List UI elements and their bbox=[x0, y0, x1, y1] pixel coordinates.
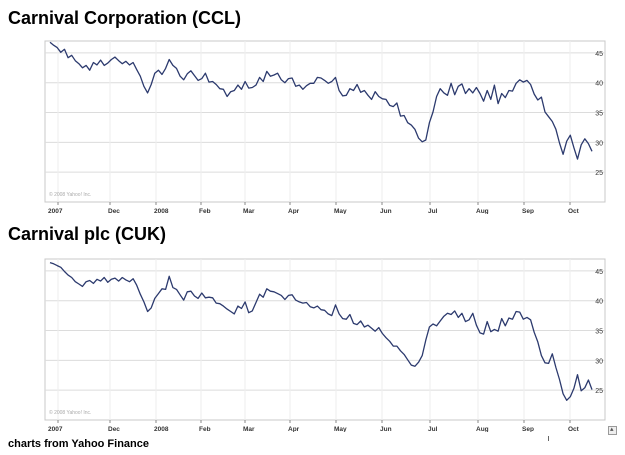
ccl-x-tick-label: 2007 bbox=[48, 208, 63, 214]
ccl-x-tick-label: Dec bbox=[108, 208, 120, 214]
cuk-x-tick-label: Sep bbox=[522, 426, 534, 432]
ccl-x-tick-label: Sep bbox=[522, 208, 534, 214]
ccl-x-tick-label: Jun bbox=[380, 208, 392, 214]
cuk-x-tick-label: Oct bbox=[568, 426, 580, 432]
ccl-y-tick-label: 45 bbox=[595, 51, 603, 58]
cuk-x-tick-label: May bbox=[334, 426, 347, 432]
cuk-y-tick-label: 30 bbox=[595, 358, 603, 365]
cuk-x-tick-label: Jun bbox=[380, 426, 392, 432]
cuk-x-tick-label: Feb bbox=[199, 426, 211, 432]
chart-title-ccl: Carnival Corporation (CCL) bbox=[8, 8, 242, 28]
arrow-up-icon: ▴ bbox=[610, 425, 614, 433]
cuk-series-line bbox=[49, 261, 593, 401]
cuk-watermark: © 2008 Yahoo! Inc. bbox=[49, 409, 91, 416]
cuk-y-tick-label: 25 bbox=[595, 388, 603, 395]
ccl-x-tick-label: Jul bbox=[428, 208, 438, 214]
cuk-plot-frame bbox=[44, 258, 606, 421]
ccl-y-tick-label: 35 bbox=[595, 111, 603, 118]
ccl-x-tick-label: May bbox=[334, 208, 347, 214]
cuk-x-tick-label: Jul bbox=[428, 426, 438, 432]
scroll-tick-mark bbox=[548, 436, 549, 441]
source-credit: charts from Yahoo Finance bbox=[8, 438, 150, 450]
cuk-x-tick-label: Dec bbox=[108, 426, 120, 432]
ccl-y-tick-label: 25 bbox=[595, 170, 603, 177]
ccl-series-line bbox=[49, 41, 593, 160]
ccl-price-chart: 45 40 35 30 25 2007 Dec 2008 Feb Mar Apr May Jun Jul A… bbox=[44, 40, 606, 214]
cuk-x-tick-label: Apr bbox=[288, 426, 300, 432]
ccl-x-tick-label: Oct bbox=[568, 208, 580, 214]
chart-title-cuk: Carnival plc (CUK) bbox=[8, 224, 167, 244]
cuk-x-tick-label: Mar bbox=[243, 426, 255, 432]
cuk-y-tick-label: 40 bbox=[595, 299, 603, 306]
cuk-price-chart: 45 40 35 30 25 2007 Dec 2008 Feb Mar Apr May Jun Jul A… bbox=[44, 258, 606, 432]
cuk-y-tick-label: 35 bbox=[595, 329, 603, 336]
scroll-corner-button[interactable]: ▴ bbox=[608, 425, 617, 435]
cuk-x-tick-label: 2007 bbox=[48, 426, 63, 432]
ccl-x-tick-label: Feb bbox=[199, 208, 211, 214]
ccl-x-tick-label: Mar bbox=[243, 208, 255, 214]
cuk-y-tick-label: 45 bbox=[595, 269, 603, 276]
ccl-y-tick-label: 40 bbox=[595, 81, 603, 88]
cuk-x-tick-label: Aug bbox=[476, 426, 489, 432]
ccl-watermark: © 2008 Yahoo! Inc. bbox=[49, 191, 91, 198]
ccl-y-tick-label: 30 bbox=[595, 140, 603, 147]
ccl-x-tick-label: Apr bbox=[288, 208, 300, 214]
ccl-x-tick-label: 2008 bbox=[154, 208, 169, 214]
cuk-x-tick-label: 2008 bbox=[154, 426, 169, 432]
ccl-x-tick-label: Aug bbox=[476, 208, 489, 214]
ccl-plot-frame bbox=[44, 40, 606, 203]
